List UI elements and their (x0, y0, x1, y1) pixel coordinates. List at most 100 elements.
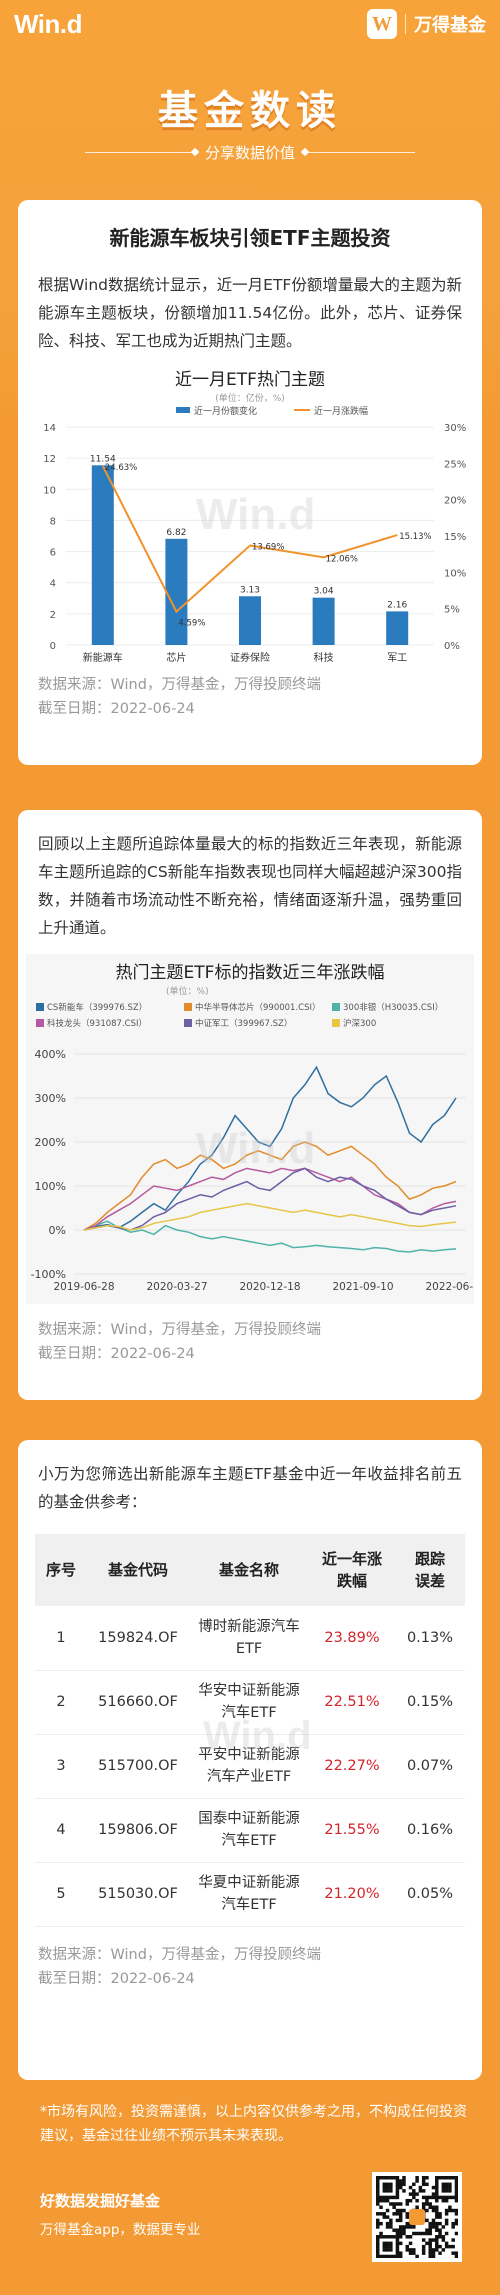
col-header-tracking: 跟踪误差 (395, 1534, 465, 1606)
legend-label: 中华半导体芯片（990001.CSI） (195, 1002, 321, 1013)
hero-subtitle-row: 分享数据价值 (0, 142, 500, 163)
cell-index: 5 (35, 1862, 87, 1927)
data-date: 截至日期：2022-06-24 (38, 1970, 195, 1987)
legend-swatch (184, 1019, 192, 1027)
y-tick-left: 4 (50, 579, 56, 590)
table-wrap: Win.d 序号 基金代码 基金名称 近一年涨跌幅 跟踪误差 1 159824.O… (18, 1534, 482, 1927)
line-value-label: 24.63% (105, 463, 137, 473)
x-tick-label: 2020-03-27 (146, 1281, 207, 1293)
wande-fund-logo: W 万得基金 (367, 9, 486, 39)
cell-index: 1 (35, 1606, 87, 1671)
y-tick-left: 12 (43, 454, 56, 465)
cell-return: 23.89% (309, 1606, 395, 1671)
cell-return: 22.51% (309, 1670, 395, 1735)
fund-table: 序号 基金代码 基金名称 近一年涨跌幅 跟踪误差 1 159824.OF 博时新能源… (35, 1534, 465, 1927)
col-header-return: 近一年涨跌幅 (309, 1534, 395, 1606)
bar-value-label: 11.54 (90, 454, 116, 464)
chart-subtitle: (单位：%) (166, 985, 209, 997)
table-header-row: 序号 基金代码 基金名称 近一年涨跌幅 跟踪误差 (35, 1534, 465, 1606)
cell-code: 159824.OF (87, 1606, 189, 1671)
brand-name: 万得基金 (414, 15, 486, 36)
legend-swatch (332, 1019, 340, 1027)
data-date: 截至日期：2022-06-24 (38, 1346, 195, 1362)
col-header-return-label: 近一年涨跌幅 (322, 1550, 383, 1590)
cell-name: 博时新能源汽车ETF (189, 1606, 309, 1671)
table-row: 4 159806.OF 国泰中证新能源汽车ETF 21.55% 0.16% (35, 1798, 465, 1863)
section-paragraph: 小万为您筛选出新能源车主题ETF基金中近一年收益排名前五的基金供参考： (38, 1465, 462, 1511)
col-header-index: 序号 (35, 1534, 87, 1606)
line-series (83, 1167, 457, 1231)
divider-right (305, 152, 415, 153)
y-tick-left: 6 (50, 548, 56, 559)
table-row: 5 515030.OF 华夏中证新能源汽车ETF 21.20% 0.05% (35, 1862, 465, 1927)
line-value-label: 13.69% (252, 543, 284, 553)
cell-tracking: 0.15% (395, 1670, 465, 1735)
bar (91, 465, 114, 645)
cell-code: 516660.OF (87, 1670, 189, 1735)
chart-background (26, 954, 474, 1304)
qr-code[interactable] (372, 2172, 462, 2262)
chart-title: 热门主题ETF标的指数近三年涨跌幅 (116, 963, 385, 983)
chart-subtitle: (单位：亿份，%) (215, 392, 285, 404)
x-tick-label: 2020-12-18 (239, 1281, 300, 1293)
y-tick-right: 25% (444, 459, 466, 470)
y-tick-left: 2 (50, 610, 56, 621)
x-tick-label: 2019-06-28 (53, 1281, 114, 1293)
card-index-performance: 回顾以上主题所追踪体量最大的标的指数近三年表现，新能源车主题所追踪的CS新能车指… (18, 810, 487, 1400)
cell-return: 21.20% (309, 1862, 395, 1927)
section-title: 新能源车板块引领ETF主题投资 (109, 226, 391, 250)
card-fund-ranking: 小万为您筛选出新能源车主题ETF基金中近一年收益排名前五的基金供参考： Win.… (18, 1440, 482, 2080)
logo-divider (405, 14, 406, 34)
cell-tracking: 0.13% (395, 1606, 465, 1671)
chart-etf-themes: Win.d 近一月ETF热门主题 (单位：亿份，%) 近一月份额变化 近一月涨跌幅 0 2… (26, 365, 474, 665)
top-bar: Win.d W 万得基金 (0, 0, 500, 48)
qr-center-logo-icon (409, 2209, 425, 2225)
cell-tracking: 0.05% (395, 1862, 465, 1927)
data-source: 数据来源：Wind，万得基金，万得投顾终端 (38, 1322, 321, 1338)
y-tick-right: 15% (444, 532, 466, 543)
section-paragraph: 回顾以上主题所追踪体量最大的标的指数近三年表现，新能源车主题所追踪的CS新能车指… (38, 835, 462, 937)
legend-label-bar: 近一月份额变化 (194, 405, 257, 417)
y-tick-label: 100% (35, 1180, 66, 1193)
y-tick-right: 5% (444, 605, 460, 616)
data-source: 数据来源：Wind，万得基金，万得投顾终端 (38, 1946, 321, 1963)
cell-code: 515700.OF (87, 1734, 189, 1799)
bar-line-chart: 近一月ETF热门主题 (单位：亿份，%)近一月份额变化 近一月涨跌幅 0 2 4 6 8 10 1… (43, 370, 466, 664)
wande-mark-icon: W (367, 9, 397, 39)
cell-code: 159806.OF (87, 1798, 189, 1863)
section-paragraph: 根据Wind数据统计显示，近一月ETF份额增量最大的主题为新能源车主题板块，份额… (38, 276, 462, 350)
line-series (83, 1220, 457, 1253)
x-tick-label: 2022-06-10 (425, 1281, 474, 1293)
x-tick-label: 军工 (387, 652, 407, 664)
y-tick-label: 400% (35, 1048, 66, 1061)
chart-title: 近一月ETF热门主题 (175, 370, 325, 390)
cell-index: 3 (35, 1734, 87, 1799)
cell-tracking: 0.07% (395, 1734, 465, 1799)
y-tick-label: -100% (31, 1268, 66, 1281)
hero-subtitle: 分享数据价值 (204, 144, 295, 162)
line-series (101, 465, 398, 614)
bar (386, 611, 409, 645)
x-tick-label: 科技 (314, 651, 334, 664)
line-value-label: 15.13% (399, 532, 431, 542)
y-tick-label: 200% (35, 1136, 66, 1149)
bar-value-label: 3.04 (314, 587, 334, 597)
legend-swatch (36, 1019, 44, 1027)
col-header-tracking-label: 跟踪误差 (414, 1550, 445, 1590)
bar (239, 596, 261, 645)
y-tick-right: 0% (444, 641, 460, 652)
disclaimer: *市场有风险，投资需谨慎，以上内容仅供参考之用，不构成任何投资建议，基金过往业绩… (40, 2104, 467, 2144)
multi-line-chart: 热门主题ETF标的指数近三年涨跌幅 (单位：%) CS新能车（399976.SZ） 中… (26, 954, 487, 1304)
wind-logo: Win.d (14, 8, 83, 39)
y-tick-left: 10 (43, 485, 56, 496)
legend-label: 300非银（H30035.CSI） (343, 1002, 443, 1013)
table-row: 3 515700.OF 平安中证新能源汽车产业ETF 22.27% 0.07% (35, 1734, 465, 1799)
bar-value-label: 3.13 (240, 585, 260, 595)
cell-code: 515030.OF (87, 1862, 189, 1927)
line-series (83, 1202, 457, 1231)
cell-name: 华安中证新能源汽车ETF (189, 1670, 309, 1735)
bar (165, 538, 188, 645)
qr-code-pattern (376, 2176, 459, 2259)
x-tick-label: 新能源车 (83, 651, 123, 664)
cell-tracking: 0.16% (395, 1798, 465, 1863)
